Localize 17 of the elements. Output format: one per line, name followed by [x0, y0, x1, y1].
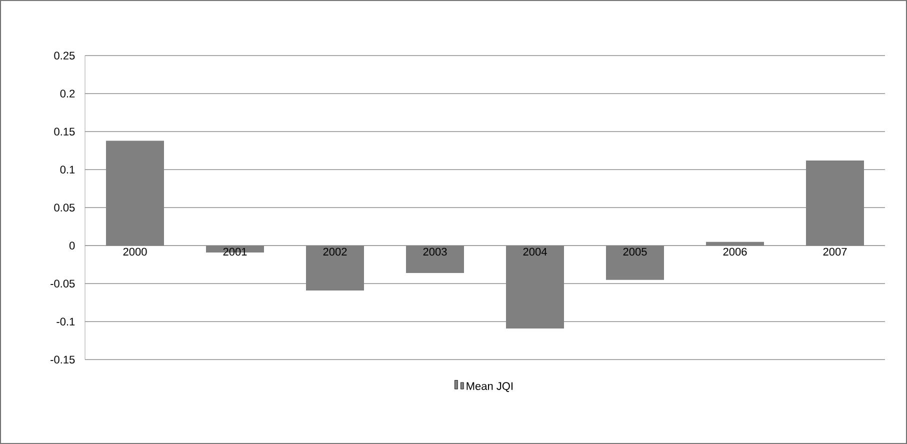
y-tick-label: -0.1 [56, 318, 75, 326]
x-tick-label: 2000 [123, 248, 147, 256]
x-tick-label: 2007 [823, 248, 847, 256]
y-tick-label: 0.05 [54, 204, 75, 212]
x-tick-label: 2003 [423, 248, 447, 256]
y-tick-label: 0 [69, 242, 75, 250]
y-tick-label: 0.25 [54, 52, 75, 60]
y-tick-label: -0.05 [50, 280, 75, 288]
y-tick-label: 0.15 [54, 128, 75, 136]
y-tick-label: -0.15 [50, 356, 75, 364]
x-tick-label: 2004 [523, 248, 547, 256]
x-tick-label: 2002 [323, 248, 347, 256]
y-tick-label: 0.2 [60, 90, 75, 98]
y-tick-label: 0.1 [60, 166, 75, 174]
legend-label: Mean JQI [466, 382, 513, 392]
x-tick-label: 2005 [623, 248, 647, 256]
x-tick-label: 2006 [723, 248, 747, 256]
